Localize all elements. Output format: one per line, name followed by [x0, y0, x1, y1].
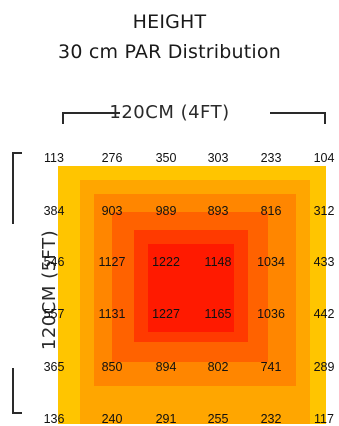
par-value-r1-c4: 303 — [207, 151, 229, 165]
par-value-r4-c1: 557 — [43, 307, 65, 321]
par-value-r4-c6: 442 — [313, 307, 335, 321]
par-value-r3-c4: 1148 — [204, 255, 232, 269]
par-value-r4-c3: 1227 — [152, 307, 180, 321]
par-value-r3-c5: 1034 — [257, 255, 285, 269]
par-value-r1-c2: 276 — [101, 151, 123, 165]
par-value-r6-c6: 117 — [314, 412, 334, 426]
par-value-r4-c5: 1036 — [257, 307, 285, 321]
par-value-r1-c3: 350 — [155, 151, 177, 165]
title-line-1: HEIGHT — [132, 11, 207, 33]
width-dimension-label: 120CM (4FT) — [109, 102, 230, 123]
par-value-r5-c6: 289 — [313, 360, 335, 374]
depth-bracket-line-top — [12, 152, 14, 224]
width-bracket-tick-right — [324, 112, 326, 124]
par-value-r1-c6: 104 — [313, 151, 335, 165]
par-zone-6 — [148, 244, 234, 332]
par-value-r3-c1: 546 — [43, 255, 65, 269]
par-value-r6-c5: 232 — [260, 412, 282, 426]
par-value-r1-c1: 113 — [44, 151, 64, 165]
par-value-r1-c5: 233 — [260, 151, 282, 165]
par-value-r4-c2: 1131 — [98, 307, 126, 321]
par-value-r6-c2: 240 — [101, 412, 123, 426]
par-value-r6-c3: 291 — [155, 412, 177, 426]
title-line-2: 30 cm PAR Distribution — [58, 41, 281, 63]
width-bracket-line-right — [270, 112, 326, 114]
par-value-r5-c1: 365 — [43, 360, 65, 374]
par-value-r4-c4: 1165 — [204, 307, 232, 321]
par-value-r5-c2: 850 — [101, 360, 123, 374]
depth-bracket-tick-top — [12, 152, 22, 154]
par-value-r2-c6: 312 — [313, 204, 335, 218]
par-value-r2-c3: 989 — [155, 204, 177, 218]
par-value-r3-c6: 433 — [313, 255, 335, 269]
width-bracket-line-left — [62, 112, 120, 114]
par-value-r2-c5: 816 — [260, 204, 282, 218]
par-value-r3-c3: 1222 — [152, 255, 180, 269]
width-bracket-tick-left — [62, 112, 64, 124]
depth-bracket-line-bottom — [12, 368, 14, 414]
par-value-r2-c1: 384 — [43, 204, 65, 218]
par-value-r2-c4: 893 — [207, 204, 229, 218]
par-value-r5-c3: 894 — [155, 360, 177, 374]
par-value-r6-c1: 136 — [43, 412, 65, 426]
par-value-r6-c4: 255 — [207, 412, 229, 426]
depth-bracket-tick-bottom — [12, 412, 22, 414]
par-value-r3-c2: 1127 — [98, 255, 126, 269]
par-value-r5-c5: 741 — [260, 360, 282, 374]
par-value-r2-c2: 903 — [101, 204, 123, 218]
par-value-r5-c4: 802 — [207, 360, 229, 374]
